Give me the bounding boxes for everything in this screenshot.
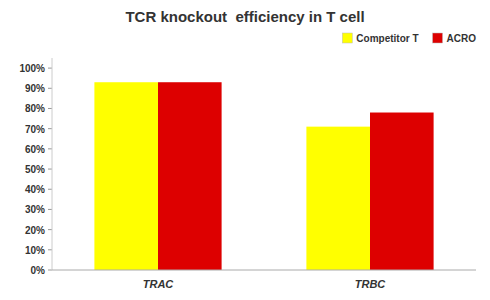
- y-tick-label: 60%: [25, 144, 45, 155]
- y-axis-line: [52, 58, 53, 270]
- y-tick: [48, 229, 52, 230]
- bar: [370, 113, 434, 270]
- x-tick-label: TRAC: [143, 278, 175, 290]
- y-tick: [48, 270, 52, 271]
- y-tick-label: 30%: [25, 204, 45, 215]
- y-tick: [48, 148, 52, 149]
- bar: [158, 82, 222, 270]
- y-tick-label: 90%: [25, 83, 45, 94]
- legend-swatch: [342, 33, 352, 43]
- legend: Competitor T ACRO: [342, 33, 476, 44]
- bar: [306, 127, 370, 270]
- bars: [94, 82, 433, 270]
- y-tick-label: 80%: [25, 103, 45, 114]
- y-tick: [48, 68, 52, 69]
- y-tick-label: 20%: [25, 225, 45, 236]
- y-tick: [48, 189, 52, 190]
- y-tick: [48, 209, 52, 210]
- y-tick: [48, 128, 52, 129]
- x-tick-label: TRBC: [355, 278, 387, 290]
- legend-item: Competitor T: [342, 33, 418, 44]
- chart-title: TCR knockout efficiency in T cell: [125, 8, 364, 25]
- chart-svg: TCR knockout efficiency in T cell 0% 10% 20…: [0, 0, 490, 300]
- y-tick-label: 50%: [25, 164, 45, 175]
- y-tick-label: 0%: [31, 265, 46, 276]
- legend-label: Competitor T: [356, 33, 418, 44]
- y-tick-label: 70%: [25, 124, 45, 135]
- y-tick: [48, 88, 52, 89]
- y-tick-label: 40%: [25, 184, 45, 195]
- legend-item: ACRO: [433, 33, 477, 44]
- y-tick-label: 100%: [19, 63, 45, 74]
- y-tick: [48, 169, 52, 170]
- y-tick-label: 10%: [25, 245, 45, 256]
- y-tick: [48, 249, 52, 250]
- legend-label: ACRO: [447, 33, 477, 44]
- chart-container: TCR knockout efficiency in T cell 0% 10% 20…: [0, 0, 490, 300]
- legend-swatch: [433, 33, 443, 43]
- y-tick: [48, 108, 52, 109]
- x-axis-line: [52, 270, 476, 271]
- bar: [94, 82, 158, 270]
